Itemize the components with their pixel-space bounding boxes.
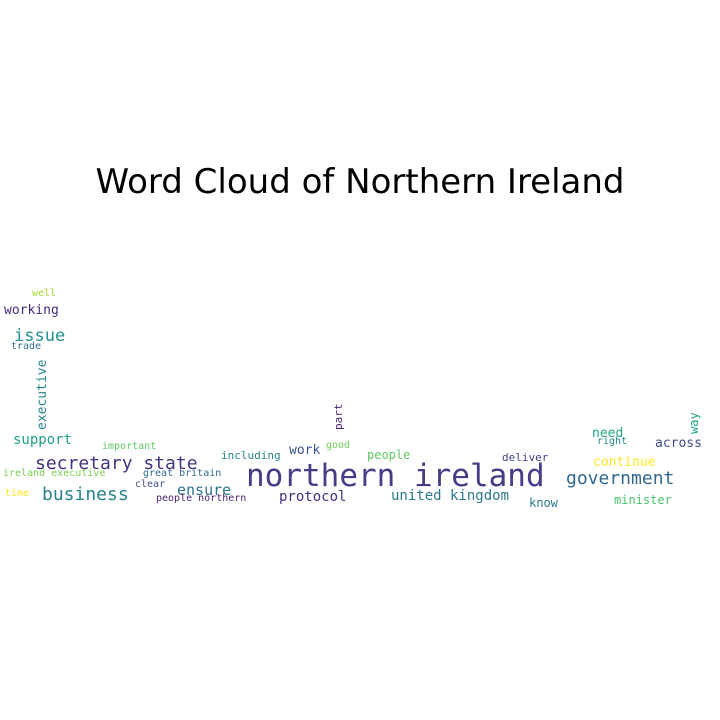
chart-title: Word Cloud of Northern Ireland	[95, 162, 625, 202]
word-secretary-state: secretary state	[35, 453, 198, 474]
word-protocol: protocol	[279, 489, 347, 505]
word-government: government	[566, 468, 675, 489]
word-support: support	[13, 432, 73, 448]
word-ireland-executive: ireland executive	[3, 468, 106, 479]
word-well: well	[32, 288, 57, 299]
word-working: working	[4, 303, 59, 318]
word-right: right	[597, 436, 628, 447]
word-continue: continue	[593, 455, 656, 470]
word-trade: trade	[11, 341, 42, 352]
word-northern-ireland: northern ireland	[246, 458, 545, 494]
word-across: across	[655, 436, 702, 451]
word-important: important	[102, 441, 157, 452]
word-people: people	[367, 448, 411, 462]
word-people-northern: people northern	[156, 493, 247, 504]
word-business: business	[42, 484, 129, 505]
word-part: part	[332, 403, 345, 431]
word-time: time	[5, 488, 30, 499]
word-good: good	[326, 440, 351, 451]
word-clear: clear	[135, 479, 166, 490]
word-need: need	[592, 426, 624, 441]
word-know: know	[529, 496, 558, 510]
word-united-kingdom: united kingdom	[391, 488, 510, 504]
word-minister: minister	[614, 493, 672, 507]
word-work: work	[289, 443, 321, 458]
word-way: way	[687, 412, 701, 434]
word-executive: executive	[35, 359, 50, 430]
word-including: including	[221, 449, 281, 462]
word-great-britain: great britain	[143, 468, 222, 479]
word-ensure: ensure	[177, 481, 232, 499]
word-deliver: deliver	[502, 451, 549, 464]
word-issue: issue	[14, 326, 66, 346]
